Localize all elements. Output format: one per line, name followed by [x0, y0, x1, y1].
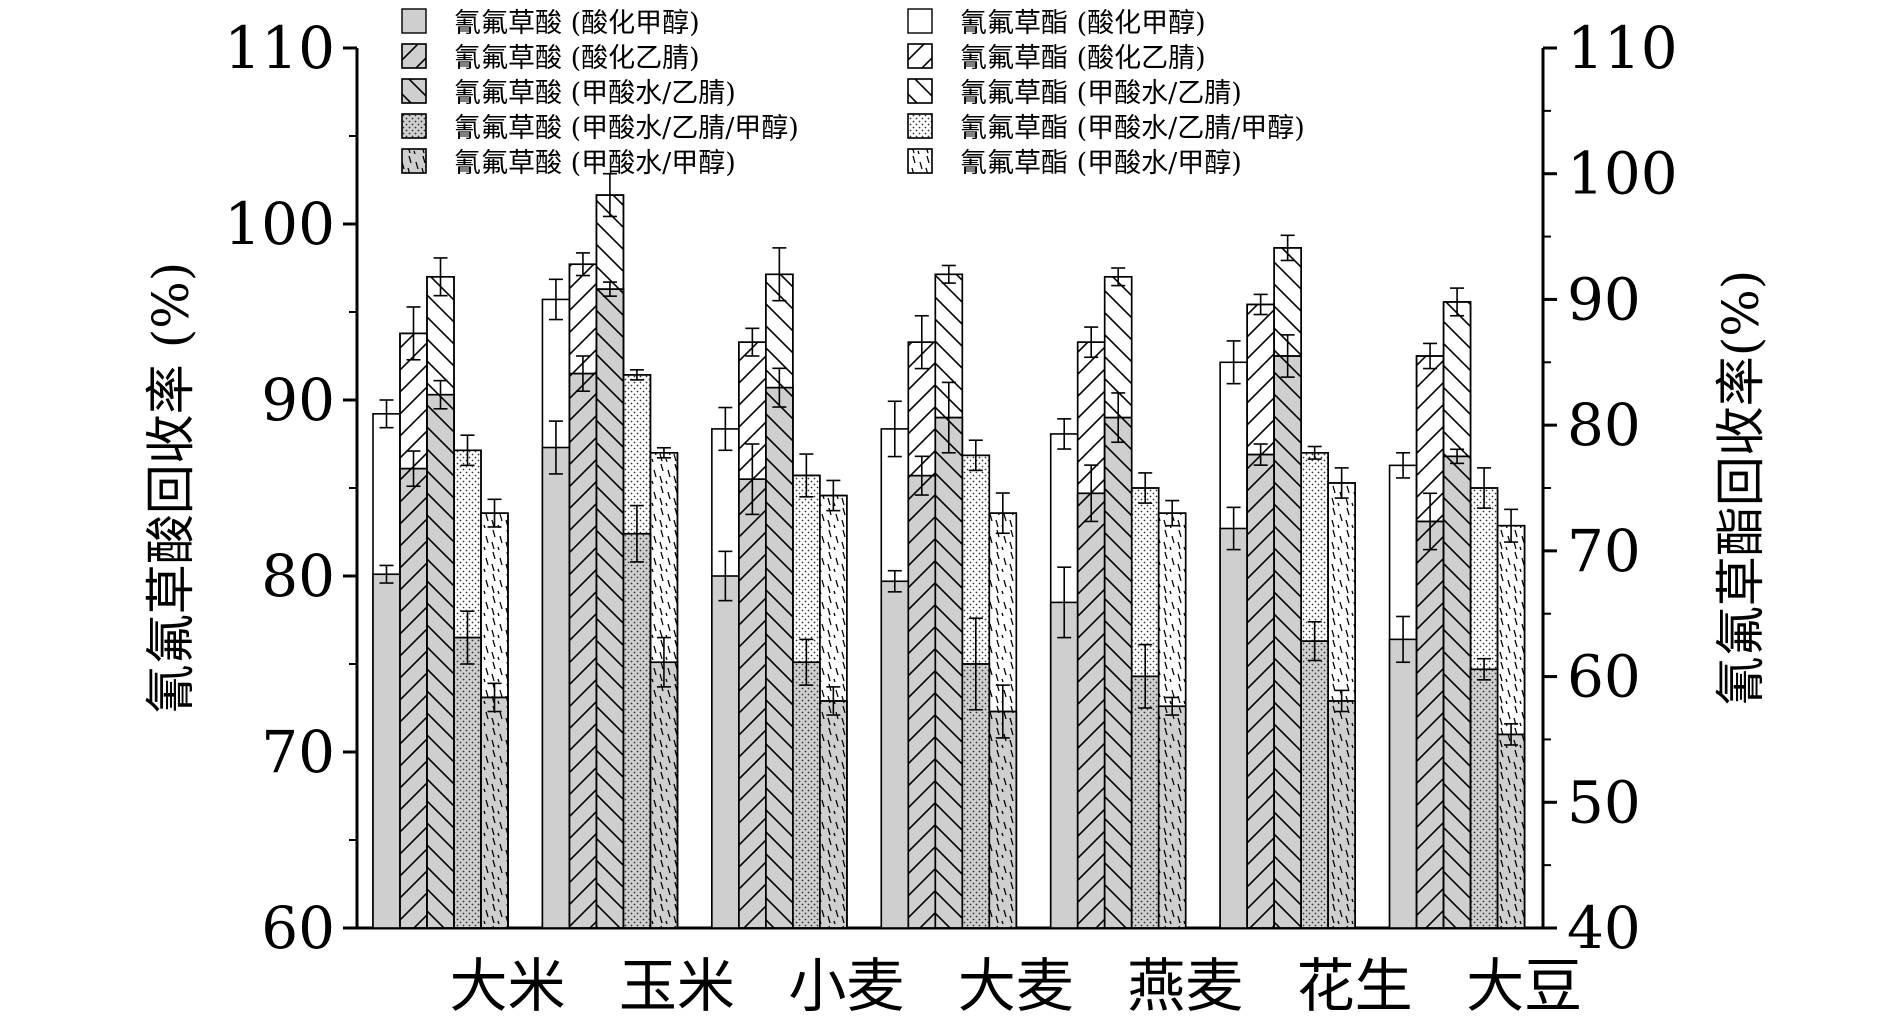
category-label: 燕麦 — [1127, 952, 1243, 1020]
bar-pattern — [907, 474, 937, 929]
legend-swatch-pattern — [907, 43, 933, 69]
bar-pattern — [649, 661, 679, 929]
bar-pattern — [1469, 668, 1499, 929]
bars-layer — [372, 194, 1526, 929]
category-label: 小麦 — [788, 952, 904, 1020]
left-tick-label: 60 — [261, 894, 335, 962]
bar-pattern — [738, 478, 767, 929]
bar — [1049, 601, 1079, 929]
right-tick-label: 90 — [1567, 265, 1641, 333]
right-tick-label: 100 — [1567, 140, 1678, 208]
right-tick-label: 80 — [1567, 391, 1641, 459]
legend-label: 氰氟草酯 (甲酸水/乙腈/甲醇) — [960, 113, 1305, 144]
legend-swatch-pattern — [401, 148, 427, 174]
legend-swatch-pattern — [401, 113, 427, 139]
bar-pattern — [480, 696, 509, 929]
legend-swatch — [401, 8, 427, 34]
bar-pattern — [426, 393, 455, 929]
bar-pattern — [1103, 416, 1133, 929]
bar-pattern — [1415, 520, 1445, 929]
bar-pattern — [622, 532, 652, 929]
right-tick-label: 110 — [1567, 14, 1678, 82]
bar-pattern — [1496, 733, 1526, 929]
legend-label: 氰氟草酸 (酸化乙腈) — [454, 43, 700, 74]
legend-label: 氰氟草酯 (甲酸水/乙腈) — [960, 78, 1242, 109]
category-label: 大麦 — [958, 952, 1074, 1020]
bar-pattern — [1273, 355, 1302, 929]
left-tick-label: 100 — [224, 190, 335, 258]
legend-label: 氰氟草酸 (酸化甲醇) — [454, 8, 700, 39]
bar-pattern — [1076, 492, 1106, 929]
bar-pattern — [568, 372, 598, 929]
category-label: 玉米 — [619, 952, 735, 1020]
labels-layer: 60 70 80 90 100 110 40 50 60 70 80 90 100 110 氰氟草酸回收率 … — [142, 14, 1770, 1020]
legend-swatch-pattern — [907, 148, 933, 174]
left-tick-label: 90 — [261, 366, 335, 434]
bar-pattern — [1327, 700, 1356, 929]
category-label: 大豆 — [1466, 952, 1582, 1020]
right-tick-label: 40 — [1567, 894, 1641, 962]
category-label: 花生 — [1297, 952, 1413, 1020]
bar — [372, 573, 401, 929]
bar-pattern — [1442, 455, 1472, 929]
bar — [1219, 527, 1248, 929]
right-tick-label: 60 — [1567, 643, 1641, 711]
bar-pattern — [792, 661, 821, 929]
legend-label: 氰氟草酯 (酸化乙腈) — [960, 43, 1206, 74]
left-axis-title: 氰氟草酸回收率 (%) — [142, 262, 200, 714]
bar-pattern — [819, 700, 848, 929]
right-tick-label: 50 — [1567, 768, 1641, 836]
bar-pattern — [1300, 640, 1329, 929]
left-tick-label: 70 — [261, 718, 335, 786]
right-axis-title: 氰氟草酯回收率(%) — [1712, 270, 1770, 707]
legend-swatch — [907, 8, 933, 34]
bar-pattern — [988, 710, 1018, 929]
legend-label: 氰氟草酸 (甲酸水/乙腈) — [454, 78, 736, 109]
legend-swatch-pattern — [907, 113, 933, 139]
legend-swatch-pattern — [401, 43, 427, 69]
legend-label: 氰氟草酸 (甲酸水/乙腈/甲醇) — [454, 113, 799, 144]
bar-pattern — [595, 288, 625, 929]
legend-label: 氰氟草酸 (甲酸水/甲醇) — [454, 148, 736, 179]
left-tick-label: 80 — [261, 542, 335, 610]
bar — [541, 446, 571, 929]
bar-pattern — [1130, 675, 1160, 929]
bar — [1388, 638, 1418, 929]
bar-pattern — [1246, 453, 1275, 929]
legend-label: 氰氟草酯 (甲酸水/甲醇) — [960, 148, 1242, 179]
bar-pattern — [399, 467, 428, 929]
bar-pattern — [1157, 705, 1187, 929]
right-tick-label: 70 — [1567, 517, 1641, 585]
left-tick-label: 110 — [224, 14, 335, 82]
legend: 氰氟草酸 (酸化甲醇) 氰氟草酸 (酸化乙腈) 氰氟草酸 (甲酸水/乙腈) 氰氟草酸 … — [401, 8, 1305, 179]
bar — [880, 580, 910, 929]
error-bars-layer — [379, 172, 1519, 746]
bar — [711, 575, 740, 929]
legend-label: 氰氟草酯 (酸化甲醇) — [960, 8, 1206, 39]
bar-pattern — [765, 386, 794, 929]
legend-swatch-pattern — [907, 78, 933, 104]
bar-pattern — [934, 416, 964, 929]
category-label: 大米 — [449, 952, 565, 1020]
legend-swatch-pattern — [401, 78, 427, 104]
bar-pattern — [453, 636, 482, 929]
